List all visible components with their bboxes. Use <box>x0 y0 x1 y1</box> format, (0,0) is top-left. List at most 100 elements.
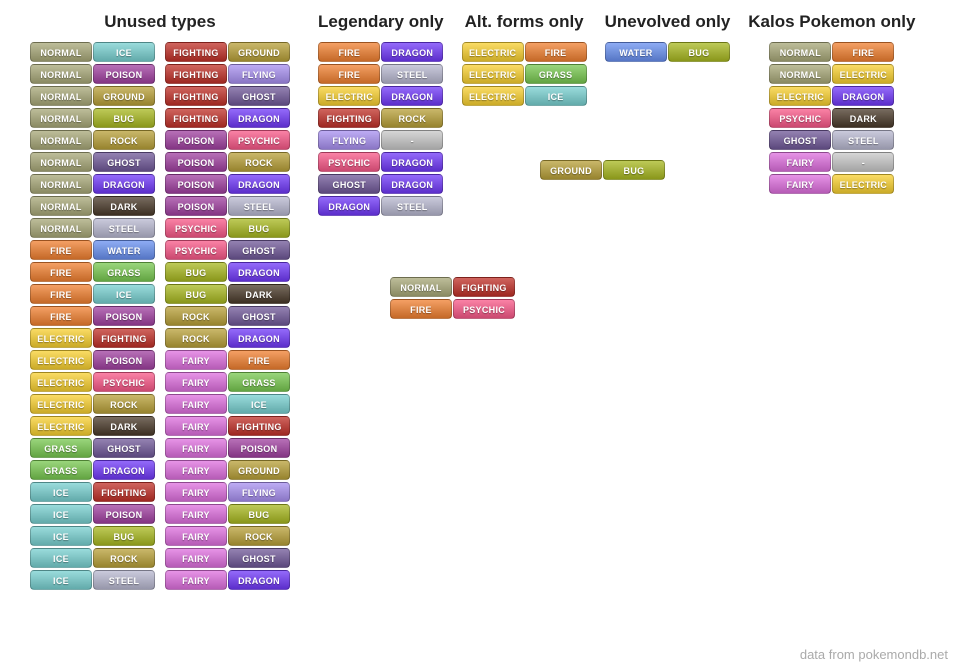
type-badge: NORMAL <box>30 130 92 150</box>
type-pair: FAIRYPOISON <box>165 438 290 458</box>
type-badge: STEEL <box>93 218 155 238</box>
type-pair: FAIRY- <box>769 152 894 172</box>
type-badge: WATER <box>605 42 667 62</box>
type-pair: FIGHTINGGHOST <box>165 86 290 106</box>
type-badge: DRAGON <box>381 152 443 172</box>
pair-list: NORMALICENORMALPOISONNORMALGROUNDNORMALB… <box>30 42 155 590</box>
type-badge: PSYCHIC <box>165 218 227 238</box>
footer-credit: data from pokemondb.net <box>800 647 948 662</box>
type-badge: DRAGON <box>381 86 443 106</box>
section: Legendary onlyFIREDRAGONFIRESTEELELECTRI… <box>318 12 444 216</box>
type-pair: ELECTRICPOISON <box>30 350 155 370</box>
type-badge: FAIRY <box>165 438 227 458</box>
type-badge: FIGHTING <box>453 277 515 297</box>
type-badge: ROCK <box>228 526 290 546</box>
type-badge: ICE <box>30 482 92 502</box>
type-badge: FLYING <box>228 64 290 84</box>
type-pair: ROCKGHOST <box>165 306 290 326</box>
type-badge: BUG <box>603 160 665 180</box>
type-pair: FAIRYELECTRIC <box>769 174 894 194</box>
type-pair: FAIRYDRAGON <box>165 570 290 590</box>
type-badge: NORMAL <box>30 218 92 238</box>
type-badge: ICE <box>93 42 155 62</box>
type-badge: ELECTRIC <box>769 86 831 106</box>
type-badge: FAIRY <box>165 482 227 502</box>
section: Kalos Pokemon onlyNORMALFIRENORMALELECTR… <box>748 12 915 194</box>
type-pair: NORMALSTEEL <box>30 218 155 238</box>
type-badge: - <box>381 130 443 150</box>
type-pair: NORMALDRAGON <box>30 174 155 194</box>
type-pair: ROCKDRAGON <box>165 328 290 348</box>
type-badge: ROCK <box>165 328 227 348</box>
type-badge: FIRE <box>30 262 92 282</box>
type-pair: ELECTRICFIGHTING <box>30 328 155 348</box>
type-pair: BUGDRAGON <box>165 262 290 282</box>
type-pair: ELECTRICDRAGON <box>318 86 443 106</box>
section: Unused typesNORMALICENORMALPOISONNORMALG… <box>20 12 300 590</box>
type-badge: PSYCHIC <box>318 152 380 172</box>
type-badge: ELECTRIC <box>318 86 380 106</box>
type-pair: FAIRYROCK <box>165 526 290 546</box>
section: Alt. forms onlyELECTRICFIREELECTRICGRASS… <box>462 12 587 106</box>
type-badge: FIRE <box>30 240 92 260</box>
type-badge: ELECTRIC <box>462 42 524 62</box>
type-pair: FAIRYFLYING <box>165 482 290 502</box>
type-badge: GRASS <box>525 64 587 84</box>
type-badge: DRAGON <box>93 460 155 480</box>
type-badge: BUG <box>228 504 290 524</box>
type-badge: BUG <box>668 42 730 62</box>
type-badge: ROCK <box>228 152 290 172</box>
type-badge: DRAGON <box>381 174 443 194</box>
type-badge: WATER <box>93 240 155 260</box>
type-badge: POISON <box>93 306 155 326</box>
type-pair: DRAGONSTEEL <box>318 196 443 216</box>
type-badge: ICE <box>30 504 92 524</box>
type-badge: FIGHTING <box>228 416 290 436</box>
type-pair: FIGHTINGGROUND <box>165 42 290 62</box>
type-badge: NORMAL <box>30 64 92 84</box>
type-badge: ELECTRIC <box>30 394 92 414</box>
type-badge: ELECTRIC <box>30 350 92 370</box>
type-badge: FIGHTING <box>165 108 227 128</box>
type-badge: BUG <box>165 284 227 304</box>
type-badge: ELECTRIC <box>462 86 524 106</box>
type-badge: ELECTRIC <box>462 64 524 84</box>
type-badge: STEEL <box>93 570 155 590</box>
section: Unevolved only WATERBUG <box>605 12 731 62</box>
type-badge: DRAGON <box>228 328 290 348</box>
type-badge: GHOST <box>228 548 290 568</box>
type-pair: ICEPOISON <box>30 504 155 524</box>
type-badge: FAIRY <box>165 504 227 524</box>
type-badge: FLYING <box>318 130 380 150</box>
type-badge: ELECTRIC <box>832 64 894 84</box>
type-pair: POISONDRAGON <box>165 174 290 194</box>
type-pair: FIGHTINGFLYING <box>165 64 290 84</box>
extra-pair: NORMALFIGHTING <box>390 277 515 297</box>
type-badge: DRAGON <box>228 262 290 282</box>
type-badge: FIGHTING <box>93 482 155 502</box>
section-title: Unevolved only <box>605 12 731 32</box>
type-pair: NORMALGHOST <box>30 152 155 172</box>
type-badge: GROUND <box>228 42 290 62</box>
extra-pair: FIREPSYCHIC <box>390 299 515 319</box>
type-pair: ELECTRICDRAGON <box>769 86 894 106</box>
type-badge: ROCK <box>165 306 227 326</box>
type-badge: DRAGON <box>228 570 290 590</box>
type-badge: ROCK <box>93 548 155 568</box>
type-badge: GROUND <box>540 160 602 180</box>
type-badge: FIRE <box>525 42 587 62</box>
type-badge: PSYCHIC <box>769 108 831 128</box>
type-badge: DRAGON <box>228 108 290 128</box>
type-badge: ELECTRIC <box>30 416 92 436</box>
type-badge: FIGHTING <box>165 42 227 62</box>
type-pair: WATERBUG <box>605 42 730 62</box>
pair-list: FIREDRAGONFIRESTEELELECTRICDRAGONFIGHTIN… <box>318 42 443 216</box>
type-badge: STEEL <box>832 130 894 150</box>
type-pair: NORMALFIRE <box>769 42 894 62</box>
type-badge: GHOST <box>93 438 155 458</box>
type-pair: PSYCHICBUG <box>165 218 290 238</box>
type-pair: FIREDRAGON <box>318 42 443 62</box>
type-pair: FLYING- <box>318 130 443 150</box>
type-badge: GHOST <box>228 86 290 106</box>
type-pair: FIREPOISON <box>30 306 155 326</box>
